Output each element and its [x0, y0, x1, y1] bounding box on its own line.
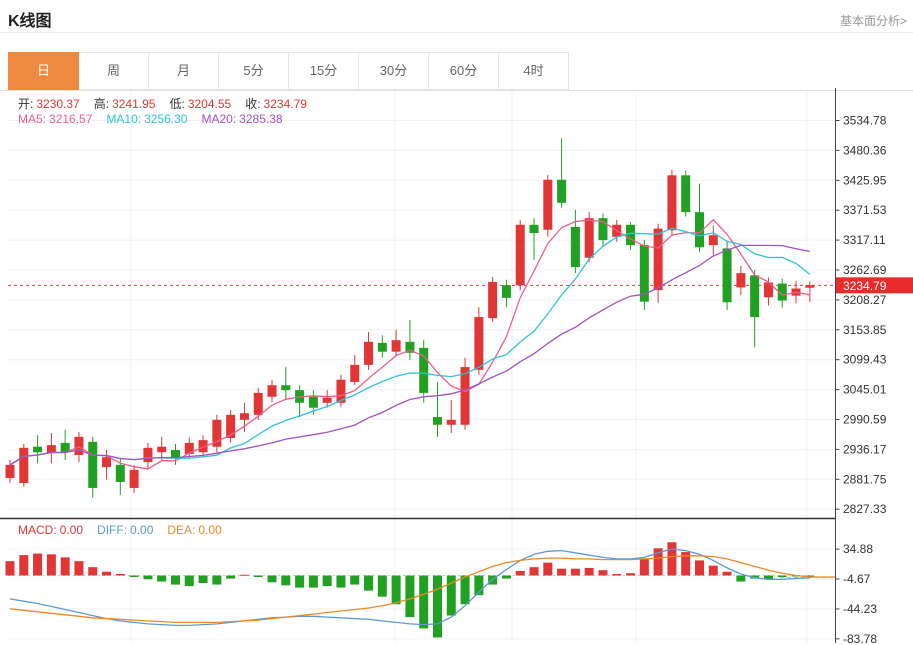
axis-tick-label: 3317.11 — [843, 233, 886, 247]
axis-tick-label: 3371.53 — [843, 203, 887, 217]
legend-value: 0.00 — [130, 523, 154, 537]
legend-value: 0.00 — [198, 523, 222, 537]
axis-tick-label: 3425.95 — [843, 173, 887, 187]
interval-tabs: 日周月 5分 15分 30分 60分 4时 — [8, 52, 569, 90]
svg-text:3234.79: 3234.79 — [843, 279, 887, 293]
macd-histogram — [5, 542, 815, 638]
legend-label: DEA: — [167, 523, 196, 537]
axis-tick-label: 2881.75 — [843, 472, 887, 486]
price-axis: 3534.78 3480.36 3425.95 3371.53 3317.11 3262.… — [835, 88, 887, 645]
axis-tick-label: -4.67 — [843, 572, 871, 586]
ma-legend: MA5: 3216.57 MA10: 3256.30 MA20: 3285.38 — [18, 112, 297, 126]
tab-15min[interactable]: 15分 — [289, 52, 359, 90]
ohlc-legend: 开: 3230.37 高: 3241.95 低: 3204.55 收: 3234.79 — [18, 95, 321, 112]
tab-4hour[interactable]: 4时 — [499, 52, 569, 90]
legend-label: MA10: — [106, 112, 142, 126]
legend-value: 3256.30 — [144, 112, 188, 126]
tab-30min[interactable]: 30分 — [359, 52, 429, 90]
grid — [8, 91, 835, 643]
current-price-tag: 3234.79 — [836, 277, 913, 294]
legend-label: 高: — [93, 97, 110, 111]
fundamental-analysis-link[interactable]: 基本面分析> — [839, 14, 907, 28]
legend-value: 3234.79 — [263, 97, 307, 111]
legend-value: 3241.95 — [112, 97, 156, 111]
tab-day[interactable]: 日 — [8, 52, 79, 90]
ma20-line — [9, 244, 810, 466]
axis-tick-label: -83.78 — [843, 632, 877, 645]
axis-tick-label: 3534.78 — [843, 114, 887, 128]
legend-value: 0.00 — [59, 523, 84, 537]
axis-tick-label: -44.23 — [843, 602, 877, 616]
legend-label: 收: — [245, 97, 261, 111]
title-divider — [0, 32, 913, 33]
axis-tick-label: 3262.69 — [843, 263, 887, 277]
ma5-line — [9, 218, 810, 470]
axis-tick-label: 2990.59 — [843, 413, 887, 427]
tab-5min[interactable]: 5分 — [219, 52, 289, 90]
legend-label: MACD: — [18, 523, 57, 537]
legend-label: 低: — [169, 97, 185, 111]
candlestick-series — [5, 137, 815, 498]
axis-tick-label: 3045.01 — [843, 383, 887, 397]
legend-label: 开: — [18, 97, 34, 111]
legend-value: 3216.57 — [49, 112, 93, 126]
axis-tick-label: 2936.17 — [843, 442, 887, 456]
axis-tick-label: 3153.85 — [843, 323, 887, 337]
legend-label: DIFF: — [97, 523, 128, 537]
page-title: K线图 — [8, 13, 52, 30]
axis-tick-label: 2827.33 — [843, 502, 887, 516]
axis-tick-label: 3480.36 — [843, 143, 887, 157]
tab-60min[interactable]: 60分 — [429, 52, 499, 90]
legend-value: 3230.37 — [36, 97, 80, 111]
macd-legend: MACD: 0.00 DIFF: 0.00 DEA: 0.00 — [18, 523, 236, 537]
axis-tick-label: 34.88 — [843, 542, 873, 556]
tab-month[interactable]: 月 — [149, 52, 219, 90]
legend-value: 3285.38 — [239, 112, 283, 126]
axis-tick-label: 3099.43 — [843, 353, 887, 367]
dea-line — [9, 555, 836, 624]
legend-value: 3204.55 — [187, 97, 232, 111]
diff-line — [9, 548, 810, 627]
axis-tick-label: 3208.27 — [843, 293, 887, 307]
legend-label: MA20: — [201, 112, 237, 126]
legend-label: MA5: — [18, 112, 47, 126]
tab-week[interactable]: 周 — [79, 52, 149, 90]
